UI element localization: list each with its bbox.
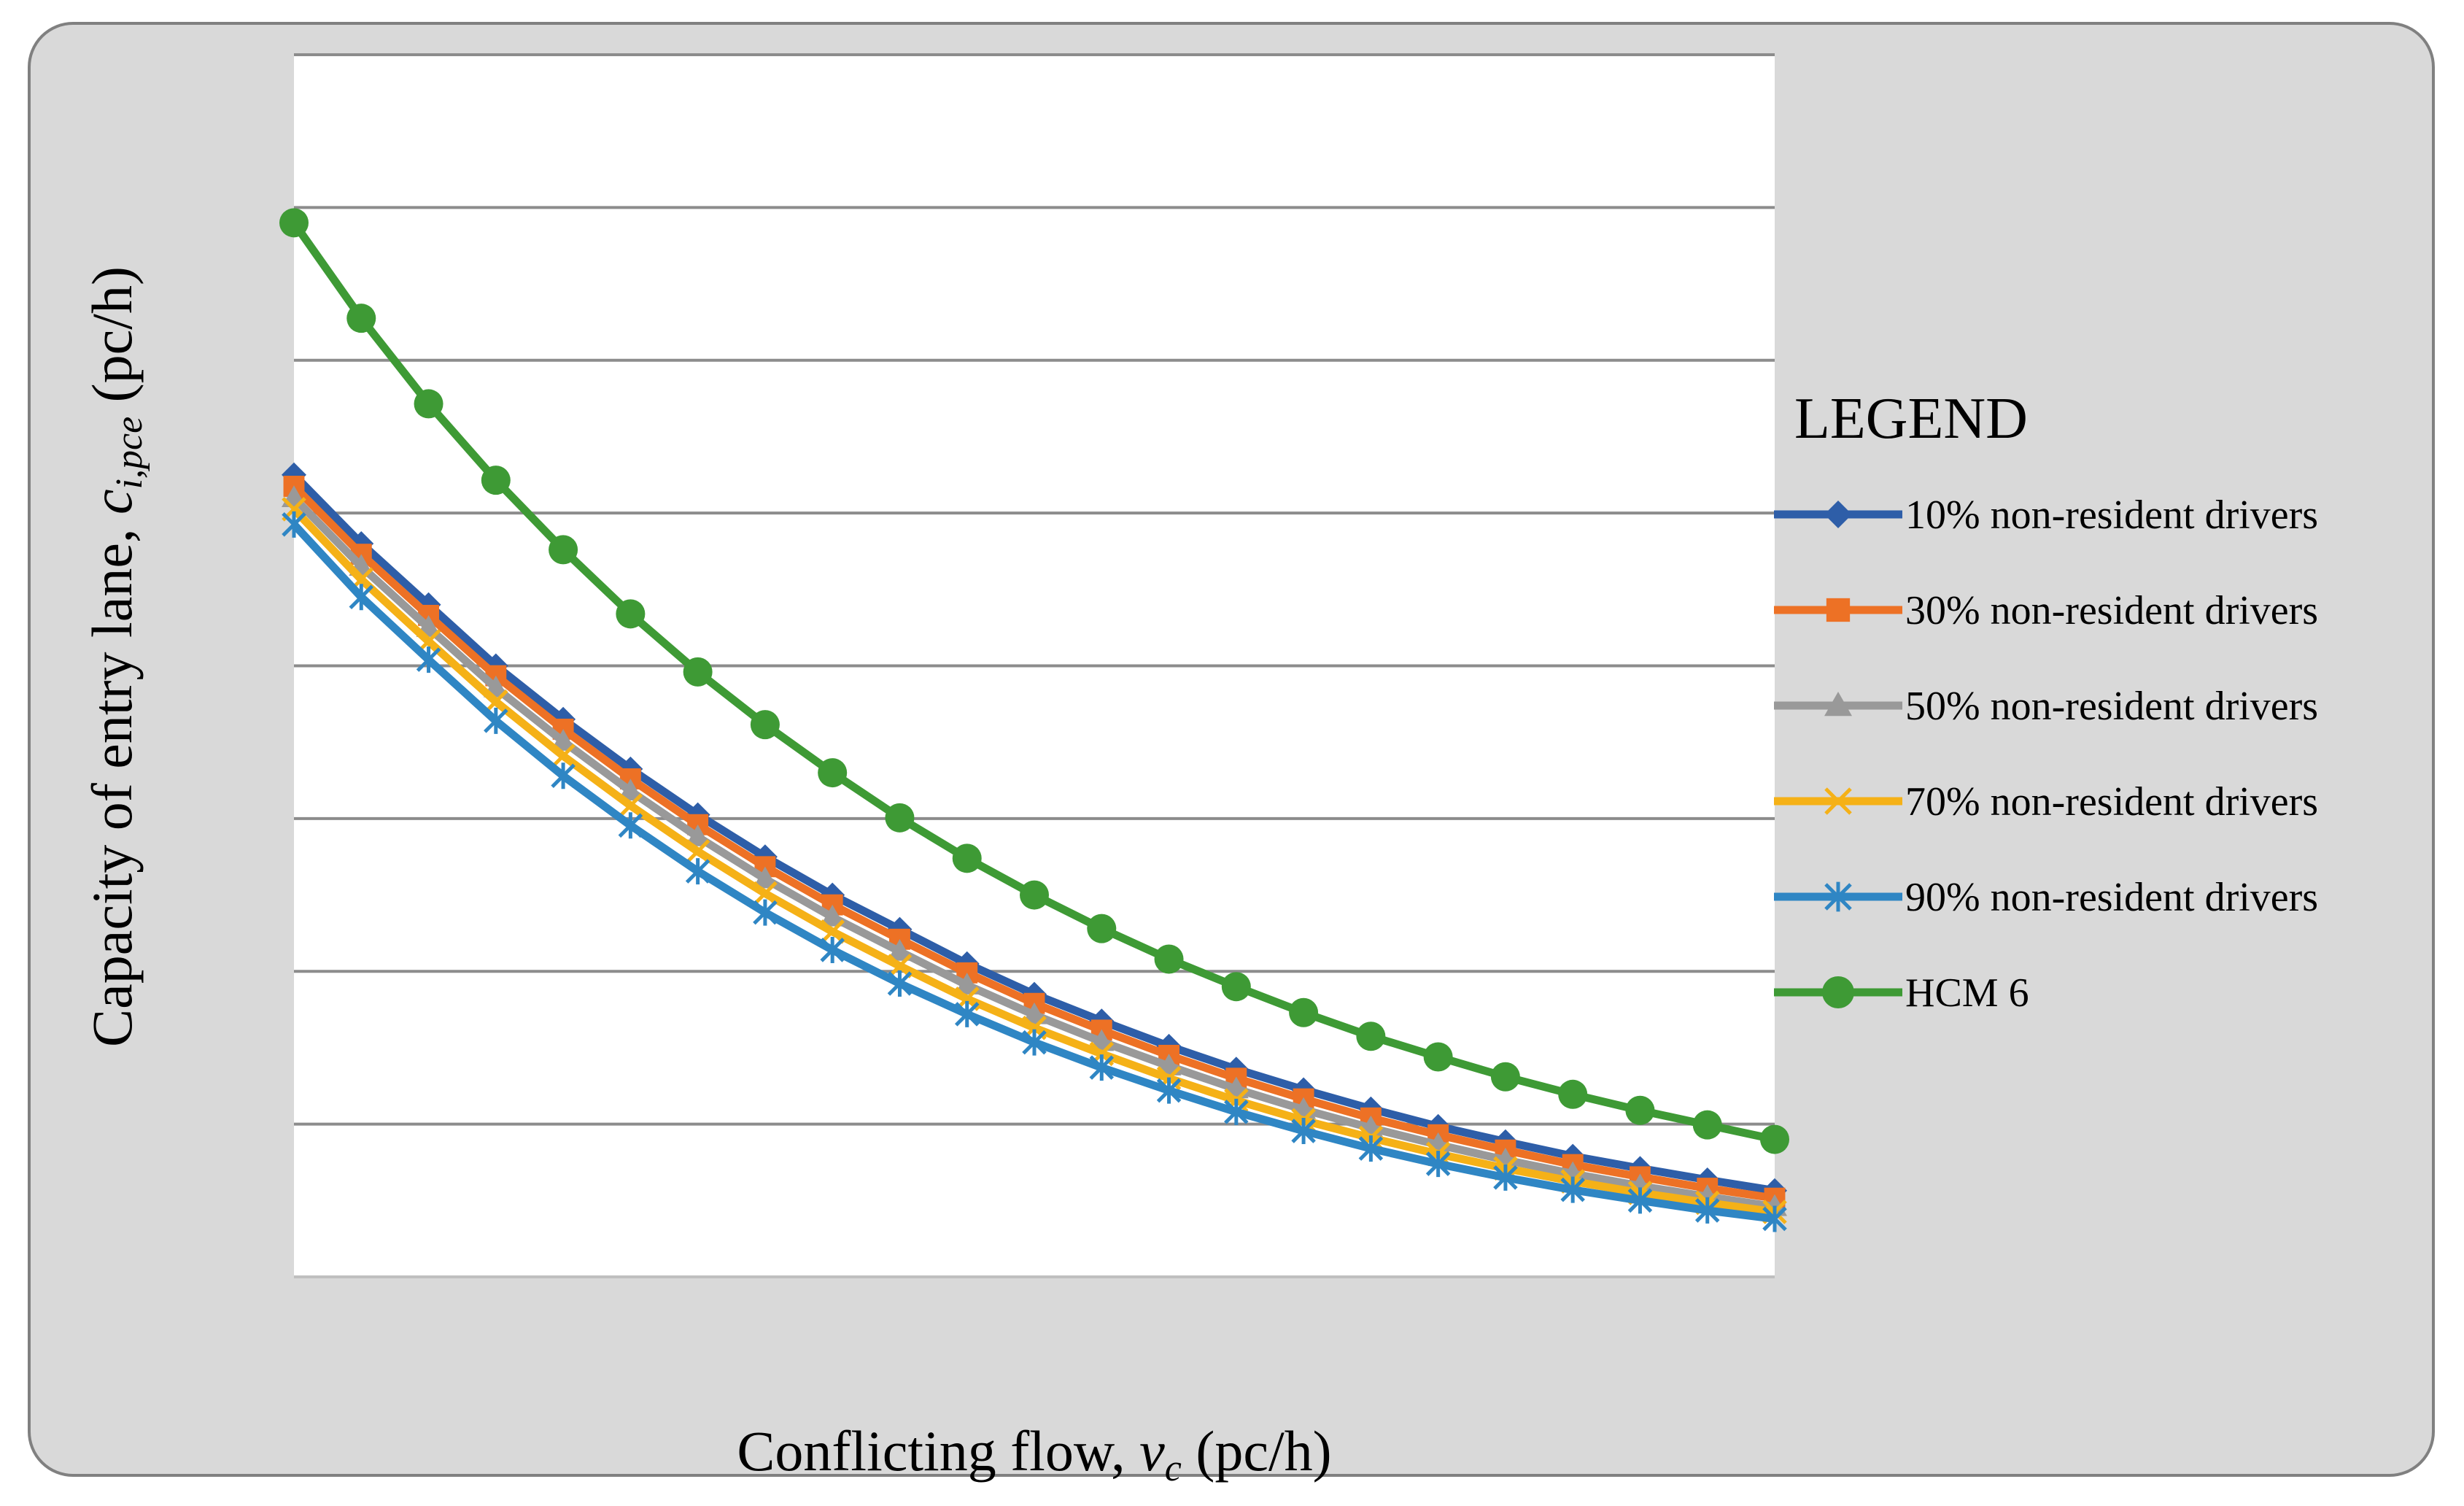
data-point	[1221, 972, 1251, 1002]
data-point	[685, 858, 710, 885]
legend-item: 30% non-resident drivers	[1774, 588, 2318, 633]
legend-label: 70% non-resident drivers	[1905, 779, 2318, 825]
data-point	[1824, 692, 1852, 717]
data-point	[683, 657, 713, 687]
data-point	[349, 584, 374, 611]
legend-item: 50% non-resident drivers	[1774, 684, 2318, 729]
data-point	[1089, 1054, 1115, 1081]
data-point	[885, 803, 915, 833]
data-point	[1022, 1002, 1047, 1024]
data-point	[346, 304, 376, 333]
data-point	[1425, 1151, 1451, 1178]
data-point	[820, 936, 845, 963]
data-point	[750, 710, 780, 740]
data-point	[820, 919, 845, 944]
y-axis-label-var: c	[80, 489, 144, 514]
data-point	[954, 973, 980, 995]
data-point	[1692, 1110, 1722, 1140]
data-point	[1020, 880, 1049, 910]
y-axis-label: Capacity of entry lane, ci,pce (pc/h)	[80, 266, 150, 1047]
data-point	[1822, 976, 1854, 1008]
data-point	[1627, 1187, 1653, 1214]
data-point	[1762, 1205, 1787, 1232]
data-point	[416, 646, 441, 673]
data-point	[551, 744, 576, 768]
data-point	[1490, 1062, 1520, 1092]
legend-label: HCM 6	[1905, 970, 2029, 1016]
legend-item: 10% non-resident drivers	[1774, 493, 2318, 538]
data-point	[1156, 1077, 1182, 1104]
data-point	[685, 839, 710, 864]
y-axis-label-unit: (pc/h)	[80, 266, 144, 417]
x-axis-label-var: v	[1139, 1419, 1165, 1483]
data-point	[1493, 1164, 1518, 1191]
x-axis-label: Conflicting flow, vc (pc/h)	[737, 1419, 1331, 1489]
data-point	[752, 866, 778, 889]
x-axis-label-unit: (pc/h)	[1182, 1419, 1332, 1483]
data-point	[1625, 1095, 1655, 1125]
data-point	[549, 535, 578, 565]
data-point	[481, 466, 511, 495]
data-point	[618, 779, 643, 800]
data-point	[1022, 1029, 1047, 1056]
legend-title: LEGEND	[1794, 387, 2028, 451]
legend-item: HCM 6	[1774, 970, 2029, 1016]
series-5	[282, 511, 1787, 1232]
data-point	[1289, 997, 1319, 1027]
data-point	[1087, 914, 1117, 943]
data-point	[1356, 1022, 1386, 1051]
x-axis-label-sub: c	[1165, 1448, 1182, 1489]
data-point	[1560, 1176, 1585, 1203]
data-point	[887, 954, 913, 978]
legend-label: 30% non-resident drivers	[1905, 588, 2318, 633]
data-point	[1358, 1135, 1384, 1162]
data-point	[818, 758, 848, 788]
y-axis-label-main: Capacity of entry lane,	[80, 514, 144, 1047]
data-point	[618, 793, 643, 818]
data-point	[279, 208, 309, 238]
data-point	[618, 812, 643, 839]
x-axis-label-main: Conflicting flow,	[737, 1419, 1139, 1483]
data-point	[414, 389, 443, 419]
data-point	[616, 599, 646, 629]
data-point	[1760, 1124, 1789, 1154]
data-point	[1824, 501, 1852, 528]
legend-label: 50% non-resident drivers	[1905, 684, 2318, 729]
data-point	[1826, 598, 1851, 622]
legend-item: 90% non-resident drivers	[1774, 875, 2318, 920]
grid-lines	[294, 53, 1775, 1278]
data-point	[753, 881, 778, 906]
data-point	[551, 762, 576, 789]
data-point	[282, 511, 306, 538]
data-point	[685, 825, 710, 846]
data-point	[753, 899, 778, 926]
legend-label: 90% non-resident drivers	[1905, 875, 2318, 920]
data-point	[1224, 1098, 1249, 1125]
legend-item: 70% non-resident drivers	[1774, 779, 2318, 825]
series-group	[279, 208, 1789, 1232]
legend-items: 10% non-resident drivers 30% non-resident…	[1774, 493, 2318, 1016]
series-6	[279, 208, 1789, 1154]
data-point	[1824, 881, 1852, 912]
data-point	[1291, 1118, 1316, 1145]
data-point	[1154, 944, 1184, 974]
data-point	[887, 939, 913, 961]
data-point	[820, 904, 845, 927]
data-point	[954, 1000, 980, 1027]
data-point	[952, 843, 982, 873]
data-point	[1423, 1042, 1453, 1072]
data-point	[1558, 1079, 1588, 1109]
data-point	[1694, 1197, 1720, 1224]
y-axis-label-sub: i,pce	[109, 417, 150, 490]
data-point	[1824, 787, 1852, 815]
data-point	[551, 729, 576, 751]
data-point	[887, 970, 913, 997]
data-point	[484, 707, 508, 734]
legend: LEGEND 10% non-resident drivers 30% non-r…	[1774, 387, 2318, 1016]
legend-label: 10% non-resident drivers	[1905, 493, 2318, 538]
